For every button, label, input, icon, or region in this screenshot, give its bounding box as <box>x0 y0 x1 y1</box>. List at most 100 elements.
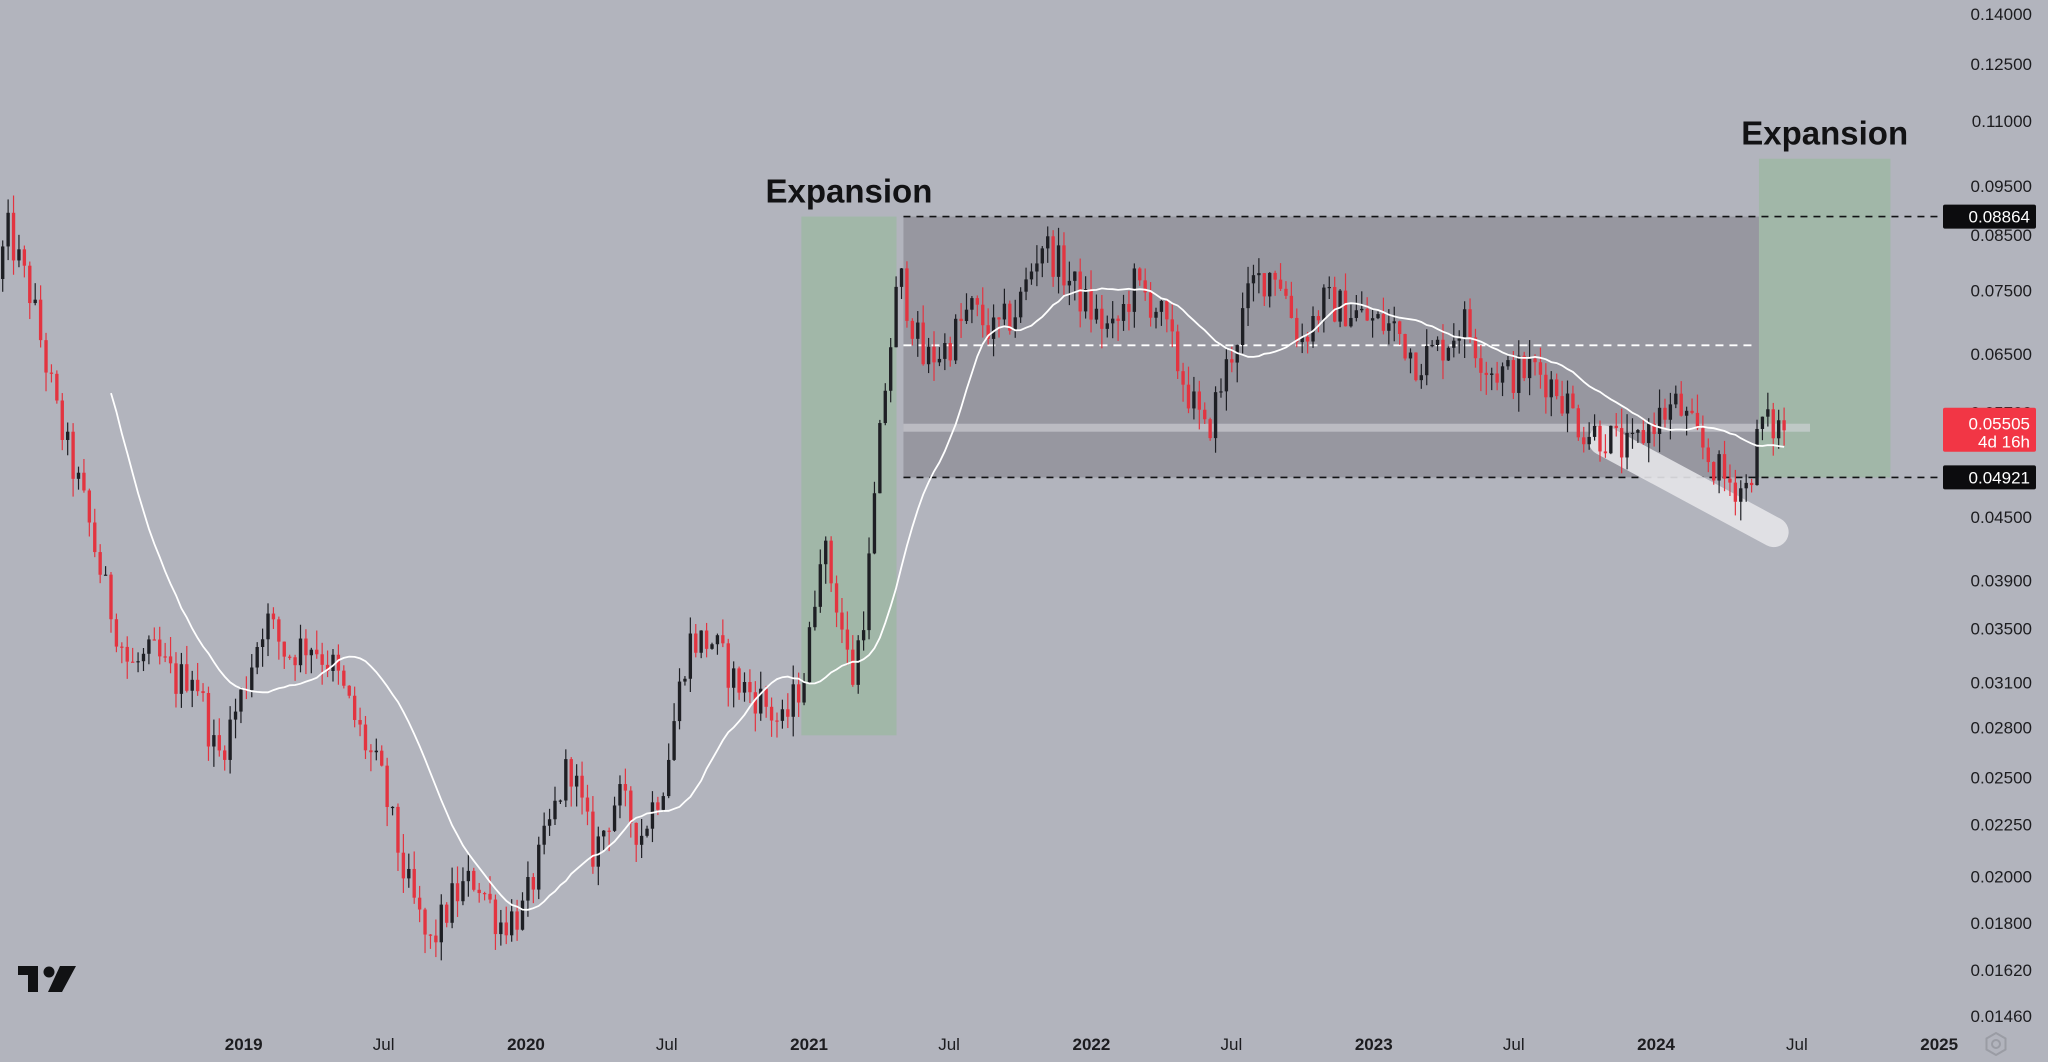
candle-up <box>1311 316 1315 342</box>
candle-down <box>585 797 590 812</box>
candle-up <box>190 679 194 691</box>
candle-down <box>694 633 698 653</box>
candle-up <box>558 800 563 802</box>
candle-down <box>185 664 189 691</box>
candle-up <box>520 900 525 930</box>
candle-up <box>731 668 736 688</box>
candle-down <box>1365 308 1369 321</box>
level-tag-1 <box>1943 204 2036 229</box>
y-axis[interactable]: 0.14000 0.12500 0.11000 0.09500 0.08500 0.075… <box>1971 5 2032 1026</box>
candle-up <box>802 682 806 703</box>
candle-down <box>1148 292 1153 318</box>
candle-up <box>916 322 920 339</box>
candle-down <box>1544 374 1548 398</box>
candle-down <box>997 317 1001 320</box>
candle-up <box>1083 289 1088 312</box>
candles-layer <box>1 195 1786 961</box>
x-tick-label: 2019 <box>225 1035 263 1054</box>
candle-down <box>786 709 790 717</box>
settings-gear-icon[interactable] <box>1985 1031 2007 1057</box>
candle-up <box>1 246 5 279</box>
tradingview-logo-icon[interactable] <box>18 966 76 992</box>
candle-down <box>851 649 855 685</box>
candle-up <box>618 784 622 806</box>
candle-up <box>1192 391 1196 409</box>
candle-down <box>125 646 129 662</box>
candle-down <box>423 909 427 935</box>
candle-up <box>953 318 958 361</box>
candle-up <box>899 268 904 287</box>
zones-layer <box>801 158 1891 736</box>
candle-up <box>688 633 693 679</box>
x-tick-label: 2020 <box>507 1035 545 1054</box>
candle-down <box>1603 451 1608 454</box>
candle-up <box>537 844 541 890</box>
candle-up <box>1121 304 1126 321</box>
candle-up <box>1002 303 1007 320</box>
candle-down <box>428 934 433 936</box>
y-tick-label: 0.07500 <box>1971 282 2032 301</box>
candle-down <box>748 682 752 693</box>
candle-down <box>44 340 48 373</box>
candle-up <box>639 835 644 845</box>
candle-up <box>1408 352 1413 359</box>
x-tick-label: 2024 <box>1637 1035 1675 1054</box>
candle-down <box>434 935 438 943</box>
candle-up <box>228 719 232 760</box>
candle-up <box>66 431 70 440</box>
candle-up <box>239 689 243 712</box>
y-tick-label: 0.02500 <box>1971 769 2032 788</box>
candle-up <box>1636 430 1640 433</box>
candle-up <box>667 759 671 797</box>
candle-down <box>948 343 952 361</box>
candle-down <box>1782 420 1786 431</box>
candle-up <box>1268 272 1272 297</box>
candle-down <box>1473 337 1478 359</box>
candle-down <box>1598 425 1602 452</box>
candle-down <box>840 612 844 630</box>
candle-down <box>98 552 102 575</box>
candle-down <box>363 724 368 751</box>
candle-up <box>266 613 270 640</box>
candle-down <box>28 265 32 304</box>
x-axis[interactable]: 2019 Jul 2020 Jul 2021 Jul 2022 Jul 2023 Jul 2024 J… <box>225 1035 1958 1054</box>
candle-down <box>385 765 389 807</box>
candle-up <box>1219 391 1223 393</box>
candle-up <box>1376 314 1380 319</box>
highlight-marker-stroke <box>1588 425 1789 548</box>
candle-up <box>1425 345 1429 376</box>
candle-down <box>721 635 725 644</box>
candle-up <box>1592 425 1597 437</box>
y-tick-label: 0.11000 <box>1972 112 2032 131</box>
candle-down <box>60 400 64 440</box>
candle-up <box>759 688 763 714</box>
candle-down <box>369 750 373 753</box>
candle-down <box>1343 290 1348 327</box>
candle-up <box>1094 308 1099 320</box>
candle-down <box>396 806 400 853</box>
candle-down <box>921 322 925 365</box>
candle-down <box>417 897 422 910</box>
candle-up <box>1630 432 1635 435</box>
candle-down <box>753 692 758 714</box>
candle-down <box>55 373 59 401</box>
candle-up <box>1766 409 1770 417</box>
candle-down <box>130 661 135 663</box>
candle-down <box>1197 391 1201 410</box>
candle-up <box>1046 236 1050 249</box>
candle-up <box>596 836 600 867</box>
candle-down <box>1701 428 1705 448</box>
candle-up <box>1240 308 1245 346</box>
candle-up <box>574 775 579 787</box>
candle-down <box>1186 384 1191 409</box>
candle-up <box>710 644 714 649</box>
candle-up <box>780 709 785 721</box>
candle-down <box>1555 379 1559 397</box>
candle-up <box>1056 245 1061 277</box>
candle-up <box>407 868 411 879</box>
candle-down <box>38 299 43 341</box>
candle-up <box>1506 360 1510 367</box>
candle-up <box>818 564 822 607</box>
